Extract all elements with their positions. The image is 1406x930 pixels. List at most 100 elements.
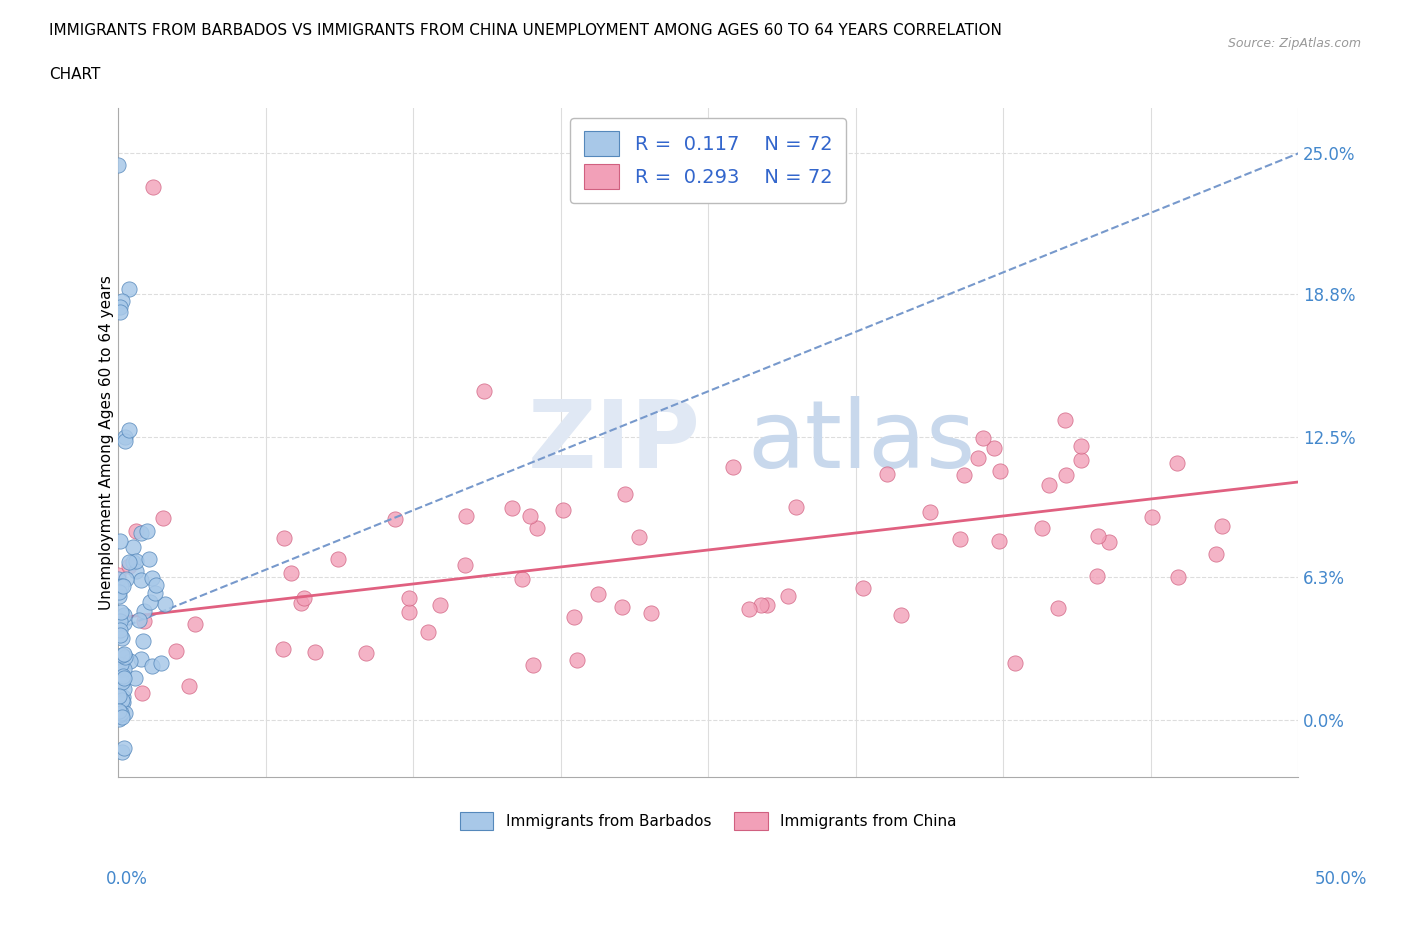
Point (890, 607, 912, 622)
Point (107, 567, 129, 582)
Point (737, 601, 759, 616)
Point (292, 591, 315, 605)
Point (112, 682, 135, 697)
Point (567, 653, 589, 668)
Point (107, 571, 129, 586)
Point (118, 559, 141, 574)
Point (562, 609, 585, 624)
Point (429, 598, 451, 613)
Point (1031, 521, 1053, 536)
Point (1087, 528, 1109, 543)
Point (1004, 656, 1026, 671)
Point (124, 564, 146, 578)
Point (271, 642, 294, 657)
Point (142, 179, 165, 194)
Y-axis label: Unemployment Among Ages 60 to 64 years: Unemployment Among Ages 60 to 64 years (100, 275, 114, 610)
Point (1070, 452, 1092, 467)
Point (304, 644, 326, 659)
Point (112, 741, 135, 756)
Point (627, 529, 650, 544)
Point (111, 745, 134, 760)
Point (328, 551, 350, 566)
Point (876, 467, 898, 482)
Point (139, 595, 162, 610)
Text: CHART: CHART (49, 67, 101, 82)
Point (131, 685, 153, 700)
Point (949, 531, 972, 546)
Point (134, 613, 156, 628)
Point (118, 653, 141, 668)
Point (124, 671, 146, 685)
Point (143, 585, 166, 600)
Point (153, 597, 176, 612)
Point (110, 667, 132, 682)
Point (110, 706, 132, 721)
Point (117, 554, 139, 569)
Point (138, 551, 160, 566)
Point (526, 521, 548, 536)
Point (1211, 519, 1233, 534)
Point (273, 531, 295, 546)
Point (107, 661, 129, 676)
Point (108, 708, 131, 723)
Point (108, 589, 131, 604)
Text: atlas: atlas (748, 396, 976, 488)
Point (129, 573, 152, 588)
Point (966, 451, 988, 466)
Point (111, 693, 134, 708)
Point (111, 293, 134, 308)
Point (128, 613, 150, 628)
Point (1140, 510, 1163, 525)
Legend: Immigrants from Barbados, Immigrants from China: Immigrants from Barbados, Immigrants fro… (454, 806, 963, 836)
Point (454, 558, 477, 573)
Point (416, 625, 439, 640)
Point (111, 696, 134, 711)
Point (110, 631, 132, 646)
Point (918, 504, 941, 519)
Point (398, 591, 420, 605)
Point (118, 422, 141, 437)
Point (129, 525, 152, 540)
Point (1053, 413, 1076, 428)
Point (108, 613, 131, 628)
Point (115, 572, 138, 587)
Point (110, 604, 132, 619)
Point (122, 554, 145, 569)
Point (776, 589, 799, 604)
Point (125, 524, 148, 538)
Point (124, 553, 146, 568)
Point (1046, 600, 1069, 615)
Point (114, 433, 136, 448)
Point (290, 596, 312, 611)
Point (114, 649, 136, 664)
Point (1085, 568, 1108, 583)
Point (952, 468, 974, 483)
Text: 50.0%: 50.0% (1315, 870, 1367, 888)
Point (1038, 478, 1060, 493)
Point (112, 661, 135, 676)
Point (165, 644, 187, 658)
Point (179, 678, 201, 693)
Point (1070, 438, 1092, 453)
Point (111, 710, 134, 724)
Point (112, 689, 135, 704)
Point (398, 604, 420, 619)
Point (135, 524, 157, 538)
Point (110, 673, 132, 688)
Point (112, 616, 135, 631)
Point (112, 646, 135, 661)
Point (111, 578, 134, 593)
Point (1166, 456, 1188, 471)
Point (107, 585, 129, 600)
Point (112, 671, 135, 685)
Point (519, 509, 541, 524)
Point (108, 671, 131, 685)
Point (551, 502, 574, 517)
Point (108, 688, 131, 703)
Point (114, 430, 136, 445)
Point (756, 598, 779, 613)
Point (129, 651, 152, 666)
Point (280, 565, 302, 580)
Point (110, 304, 132, 319)
Point (1205, 546, 1227, 561)
